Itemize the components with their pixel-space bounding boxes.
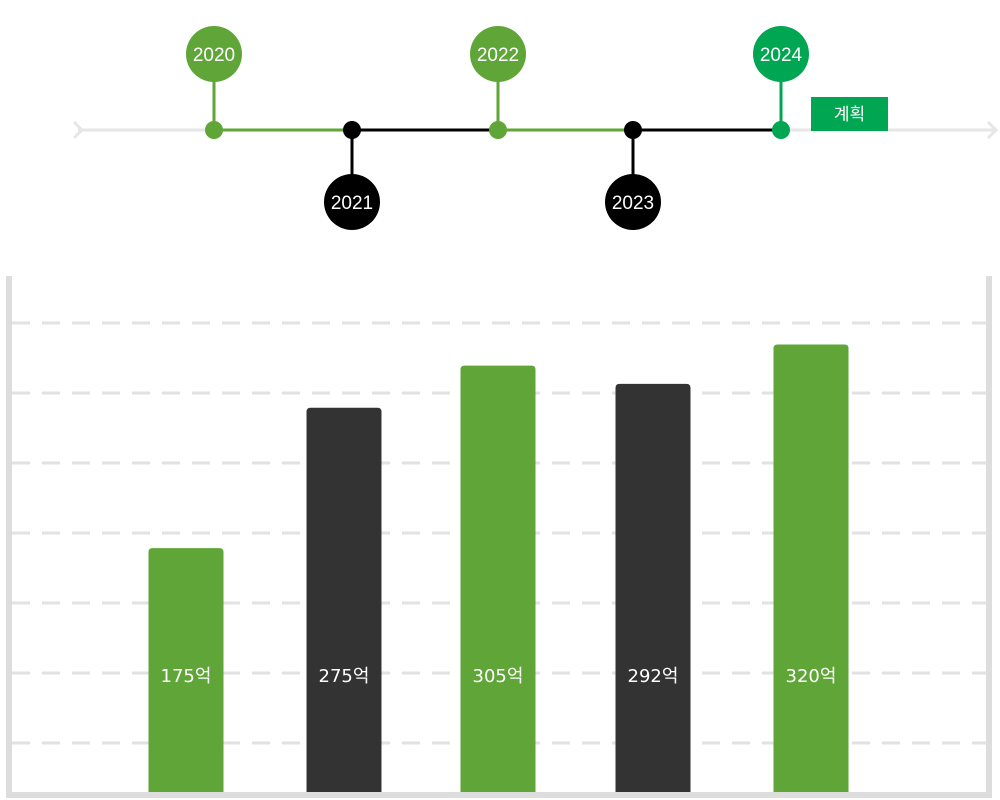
timeline-item: 2020	[186, 26, 242, 139]
bar-value-label: 292억	[628, 666, 679, 687]
chart-frame-right	[986, 276, 992, 798]
timeline-node	[624, 121, 642, 139]
bar-value-label: 320억	[786, 666, 837, 687]
year-label: 2023	[612, 193, 654, 214]
bar-group: 175억	[148, 548, 224, 792]
timeline-node	[205, 121, 223, 139]
bar	[460, 365, 536, 792]
bar-value-label: 275억	[319, 666, 370, 687]
bar	[148, 548, 224, 792]
year-bubble	[605, 174, 661, 230]
year-bubble	[324, 174, 380, 230]
plan-badge: 계획	[811, 97, 888, 131]
timeline-node	[772, 121, 790, 139]
chart-baseline	[6, 792, 992, 798]
year-label: 2021	[331, 193, 373, 214]
bar-group: 292억	[615, 383, 691, 792]
bar-value-label: 175억	[161, 666, 212, 687]
track-right-arrow-icon	[986, 120, 999, 140]
plan-badge-label: 계획	[834, 105, 865, 125]
bar-group: 305억	[460, 365, 536, 792]
bar	[306, 407, 382, 792]
timeline-node	[489, 121, 507, 139]
plan-badge-box	[811, 97, 888, 131]
bar	[773, 344, 849, 792]
year-bubble	[186, 26, 242, 82]
year-label: 2022	[477, 45, 519, 66]
bar-value-label: 305억	[473, 666, 524, 687]
bar	[615, 383, 691, 792]
timeline-node	[343, 121, 361, 139]
year-bubble	[470, 26, 526, 82]
timeline-item: 2022	[470, 26, 526, 139]
timeline-item: 2023	[605, 121, 661, 230]
year-timeline: 2020 2021 2022 2023 2024 계획	[72, 26, 999, 230]
timeline-item: 2021	[324, 121, 380, 230]
chart-frame-left	[6, 276, 12, 798]
year-label: 2024	[760, 45, 803, 66]
timeline-item: 2024	[753, 26, 809, 139]
bar-group: 275억	[306, 407, 382, 792]
year-label: 2020	[193, 45, 235, 66]
year-bubble	[753, 26, 809, 82]
track-left-arrow-icon	[72, 120, 85, 140]
bar-group: 320억	[773, 344, 849, 792]
